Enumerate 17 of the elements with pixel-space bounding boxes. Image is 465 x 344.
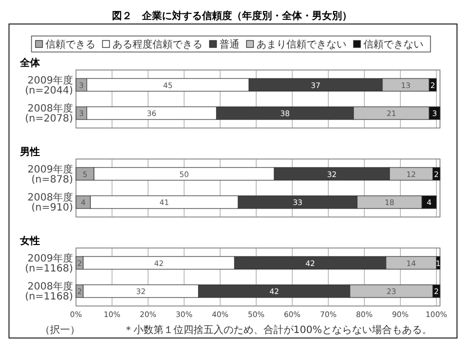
- legend-label: 信頼できる: [46, 38, 96, 50]
- legend-label: あまり信頼できない: [256, 38, 346, 50]
- y-tick-label: 2009年度 (n=1168): [25, 252, 74, 274]
- legend-label: ある程度信頼できる: [112, 38, 202, 50]
- y-tick-label: 2008年度 (n=910): [28, 192, 74, 214]
- chart-subtitle: 全体: [19, 57, 41, 69]
- y-tick-label: 2009年度 (n=2044): [25, 74, 74, 96]
- text: （択一）: [40, 324, 80, 336]
- y-tick-label: 2009年度 (n=878): [28, 163, 74, 186]
- chart-title: 女性: [19, 235, 40, 247]
- text: ＊小数第１位四捨五入のため、合計が100%とならない場合もある。: [123, 324, 432, 336]
- chart-title: 図２ 企業に対する信頼度（年度別・全体・男女別）: [112, 10, 352, 22]
- y-tick-label: 2008年度 (n=1168): [25, 280, 74, 303]
- legend-label: 信頼できない: [364, 38, 424, 50]
- chart-title: 男性: [19, 146, 40, 158]
- legend-label: 普通: [220, 38, 240, 50]
- y-tick-label: 2008年度 (n=2078): [25, 102, 74, 125]
